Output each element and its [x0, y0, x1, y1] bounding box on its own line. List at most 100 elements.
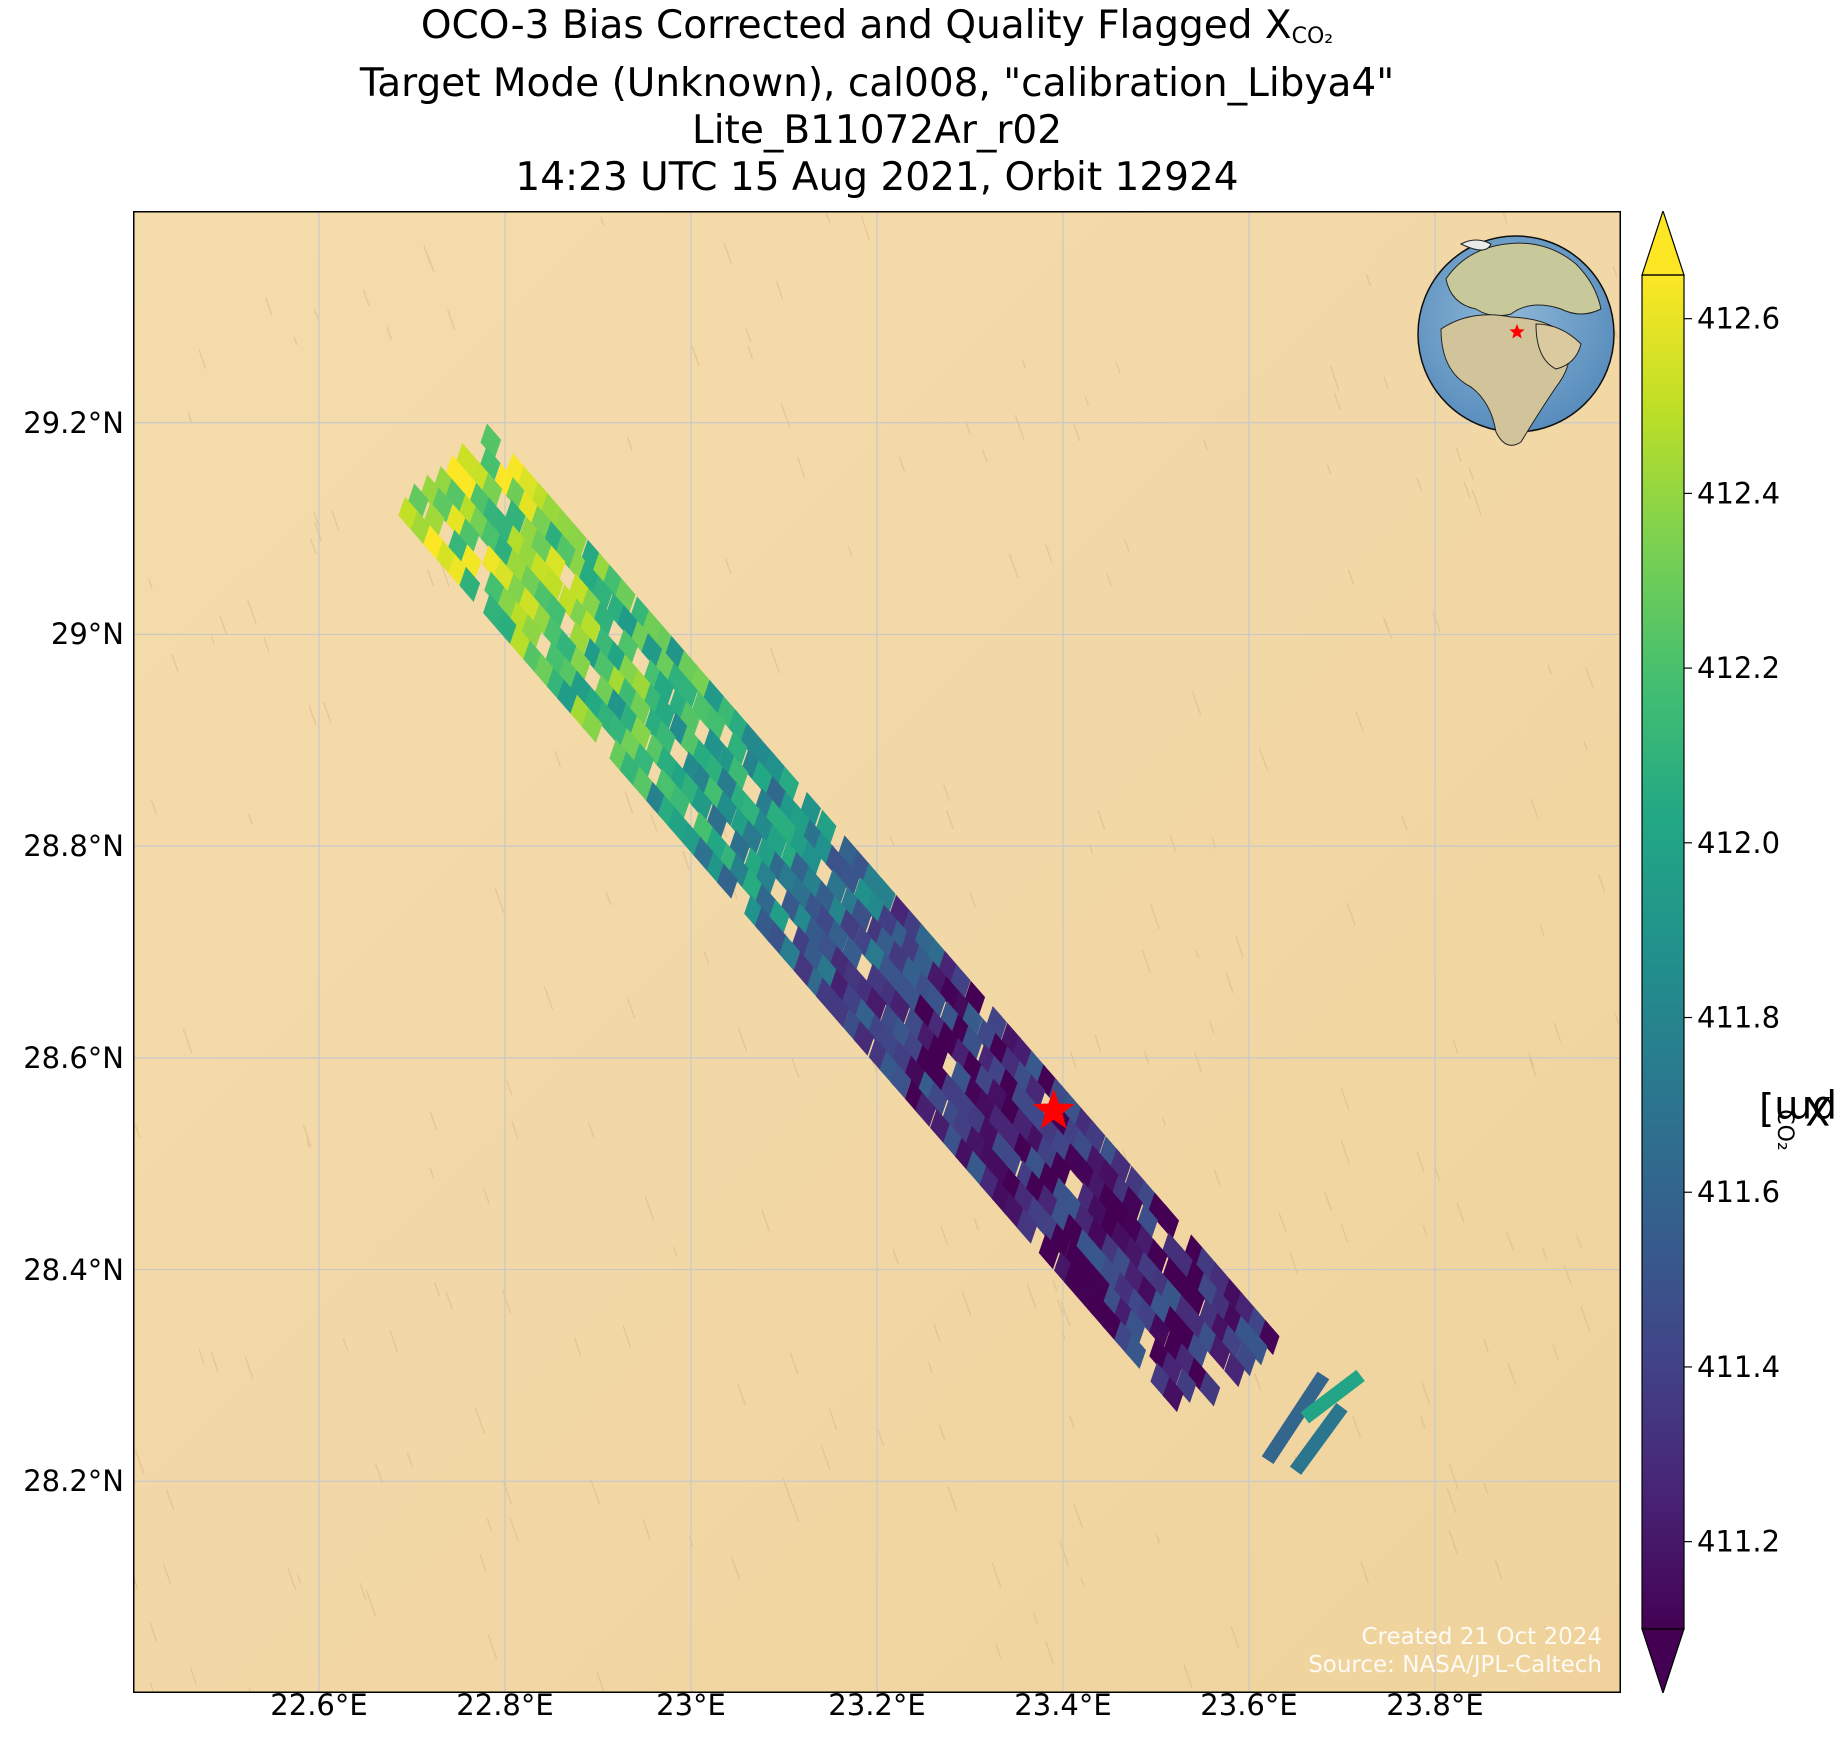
x-tick-label: 22.8°E: [456, 1688, 554, 1722]
xco2-sounding: [925, 983, 946, 1019]
xco2-sounding: [691, 690, 713, 727]
xco2-sounding: [1013, 1181, 1035, 1217]
xco2-sounding: [1209, 1334, 1231, 1371]
xco2-sounding: [803, 938, 824, 974]
title-line-2: Target Mode (Unknown), cal008, "calibrat…: [359, 61, 1395, 106]
xco2-sounding: [913, 994, 935, 1030]
xco2-sounding: [726, 731, 748, 767]
xco2-sounding: [677, 650, 699, 686]
xco2-sounding: [839, 908, 861, 945]
xco2-sounding: [518, 587, 540, 623]
xco2-sounding: [739, 794, 761, 830]
colorbar-tick-label: 411.2: [1697, 1525, 1780, 1559]
xco2-sounding: [1197, 1272, 1218, 1309]
xco2-sounding: [655, 720, 676, 756]
xco2-sounding: [423, 525, 444, 561]
xco2-sounding: [801, 840, 822, 876]
target-star-marker: [1032, 1088, 1075, 1129]
xco2-sounding: [530, 529, 552, 565]
xco2-sounding: [479, 446, 501, 482]
xco2-sounding: [890, 1063, 912, 1099]
xco2-sounding: [789, 803, 810, 839]
xco2-sounding: [706, 803, 728, 839]
xco2-sounding: [755, 883, 776, 919]
xco2-sounding: [480, 423, 502, 459]
xco2-sounding: [1235, 1340, 1257, 1377]
xco2-sounding: [614, 578, 636, 614]
xco2-sounding: [854, 998, 876, 1034]
globe-target-star: [1509, 324, 1525, 339]
xco2-sounding: [407, 483, 429, 519]
xco2-sounding: [1087, 1218, 1108, 1254]
xco2-sounding: [1086, 1241, 1108, 1277]
y-tick-label: 28.8°N: [23, 829, 124, 864]
xco2-sounding: [1087, 1194, 1108, 1230]
xco2-sounding: [578, 560, 600, 596]
xco2-sounding: [1024, 1074, 1046, 1110]
xco2-sounding: [826, 869, 847, 905]
xco2-sounding: [1246, 1330, 1268, 1366]
chart-title: OCO-3 Bias Corrected and Quality Flagged…: [133, 2, 1621, 201]
xco2-sounding: [961, 1025, 983, 1061]
xco2-sounding: [581, 707, 603, 743]
xco2-sounding: [965, 1125, 987, 1161]
xco2-sounding: [545, 593, 566, 630]
y-tick-label: 29.2°N: [23, 405, 124, 440]
xco2-sounding: [593, 601, 615, 637]
xco2-sounding: [937, 1021, 959, 1057]
xco2-sounding: [768, 899, 790, 935]
xco2-sounding: [927, 1034, 949, 1070]
credit-text: Created 21 Oct 2024 Source: NASA/JPL-Cal…: [1308, 1623, 1602, 1679]
xco2-sounding: [1062, 1213, 1084, 1249]
xco2-sounding: [716, 790, 738, 827]
xco2-sounding: [1038, 1162, 1060, 1198]
xco2-sounding: [1261, 1371, 1330, 1464]
xco2-sounding: [1050, 1223, 1071, 1259]
xco2-sounding: [481, 472, 503, 508]
map-plot: [133, 211, 1621, 1693]
xco2-sounding: [641, 632, 663, 669]
xco2-sounding: [839, 860, 860, 896]
xco2-sounding: [741, 819, 763, 856]
colorbar-tick-label: 411.8: [1697, 1001, 1780, 1035]
xco2-sounding: [703, 775, 724, 812]
xco2-sounding: [520, 564, 541, 601]
xco2-sounding: [617, 628, 639, 665]
xco2-sounding: [986, 1078, 1008, 1114]
xco2-sounding: [1149, 1313, 1170, 1349]
xco2-sounding: [570, 670, 591, 706]
xco2-sounding: [986, 1005, 1007, 1042]
xco2-sounding: [1003, 1193, 1024, 1229]
xco2-sounding: [1123, 1236, 1145, 1272]
xco2-sounding: [964, 980, 986, 1017]
xco2-sounding: [566, 522, 588, 558]
title-line-4: 14:23 UTC 15 Aug 2021, Orbit 12924: [515, 155, 1239, 200]
xco2-sounding: [927, 1058, 949, 1094]
xco2-sounding: [703, 679, 724, 716]
xco2-sounding: [1012, 1107, 1033, 1143]
xco2-sounding: [827, 918, 849, 955]
title-line-3: Lite_B11072Ar_r02: [691, 108, 1063, 153]
xco2-sounding: [828, 992, 850, 1028]
xco2-sounding: [1158, 1204, 1180, 1240]
xco2-sounding: [1121, 1186, 1143, 1222]
xco2-sounding: [1074, 1202, 1095, 1239]
xco2-sounding: [630, 715, 652, 752]
xco2-sounding: [423, 501, 445, 538]
colorbar-tick-label: 412.2: [1697, 651, 1780, 685]
xco2-sounding: [1199, 1371, 1221, 1407]
colorbar-frame: [1641, 274, 1685, 1630]
xco2-sounding: [509, 624, 531, 661]
plot-frame: [133, 211, 1621, 1693]
xco2-sounding: [504, 499, 526, 535]
xco2-sounding: [952, 1110, 973, 1146]
xco2-sounding: [706, 826, 727, 863]
xco2-sounding: [460, 544, 482, 580]
xco2-sounding: [1137, 1203, 1158, 1240]
xco2-sounding: [912, 945, 934, 981]
xco2-sounding: [617, 604, 638, 641]
xco2-sounding: [755, 860, 777, 896]
xco2-sounding: [740, 722, 762, 759]
xco2-sounding: [1187, 1333, 1208, 1369]
xco2-sounding: [1037, 1184, 1059, 1220]
